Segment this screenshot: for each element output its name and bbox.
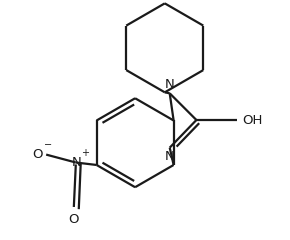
- Text: N: N: [165, 78, 175, 91]
- Text: O: O: [33, 148, 43, 161]
- Text: +: +: [81, 148, 89, 158]
- Text: −: −: [44, 140, 52, 150]
- Text: O: O: [68, 213, 79, 226]
- Text: OH: OH: [242, 114, 262, 126]
- Text: N: N: [165, 150, 175, 163]
- Text: N: N: [72, 156, 82, 169]
